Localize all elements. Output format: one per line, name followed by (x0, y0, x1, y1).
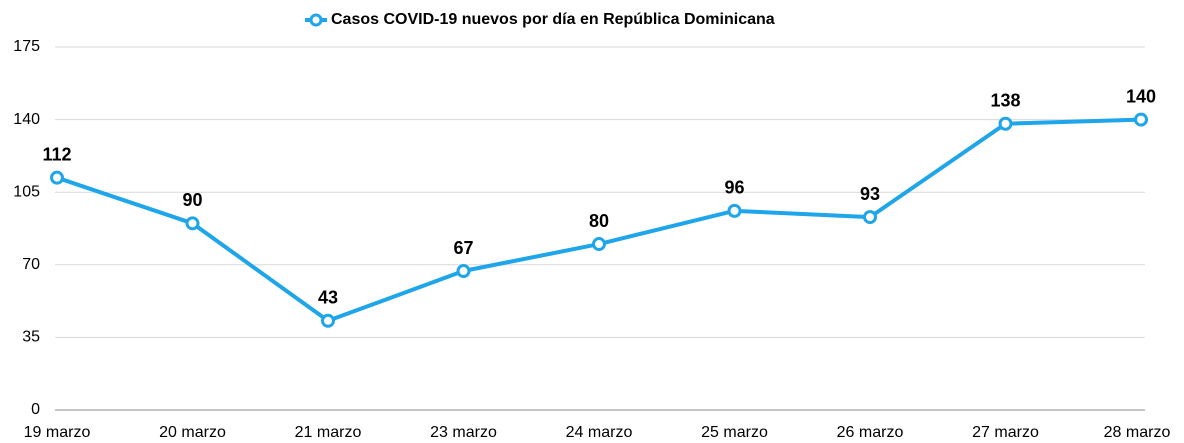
data-label: 80 (589, 211, 609, 231)
y-tick-label: 140 (13, 111, 40, 128)
marker (727, 203, 742, 218)
y-tick-label: 35 (22, 329, 40, 346)
x-tick-label: 19 marzo (24, 424, 91, 441)
marker (321, 313, 335, 328)
x-tick-label: 25 marzo (701, 424, 768, 441)
x-tick-label: 27 marzo (972, 424, 1039, 441)
data-label: 93 (860, 184, 880, 204)
x-tick-label: 28 marzo (1104, 424, 1171, 441)
data-label: 138 (990, 90, 1020, 110)
data-label: 43 (318, 288, 338, 308)
data-label: 90 (182, 190, 202, 210)
y-tick-label: 0 (31, 401, 40, 418)
y-tick-label: 175 (13, 38, 40, 55)
x-tick-label: 26 marzo (837, 424, 904, 441)
marker (185, 216, 200, 231)
x-tick-label: 23 marzo (430, 424, 497, 441)
marker (1134, 112, 1148, 127)
legend-label: Casos COVID-19 nuevos por día en Repúbli… (331, 11, 775, 28)
x-tick-label: 21 marzo (295, 424, 362, 441)
legend-marker (309, 13, 323, 27)
marker (456, 264, 471, 279)
y-tick-label: 105 (13, 183, 40, 200)
marker (998, 116, 1013, 131)
data-label: 112 (42, 144, 71, 164)
data-label: 140 (1126, 86, 1156, 106)
data-label: 96 (724, 178, 744, 198)
marker (592, 237, 606, 252)
data-label: 67 (453, 238, 473, 258)
x-tick-label: 20 marzo (159, 424, 226, 441)
x-tick-label: 24 marzo (566, 424, 633, 441)
y-tick-label: 70 (22, 256, 40, 273)
marker (863, 210, 877, 225)
marker (50, 170, 64, 185)
